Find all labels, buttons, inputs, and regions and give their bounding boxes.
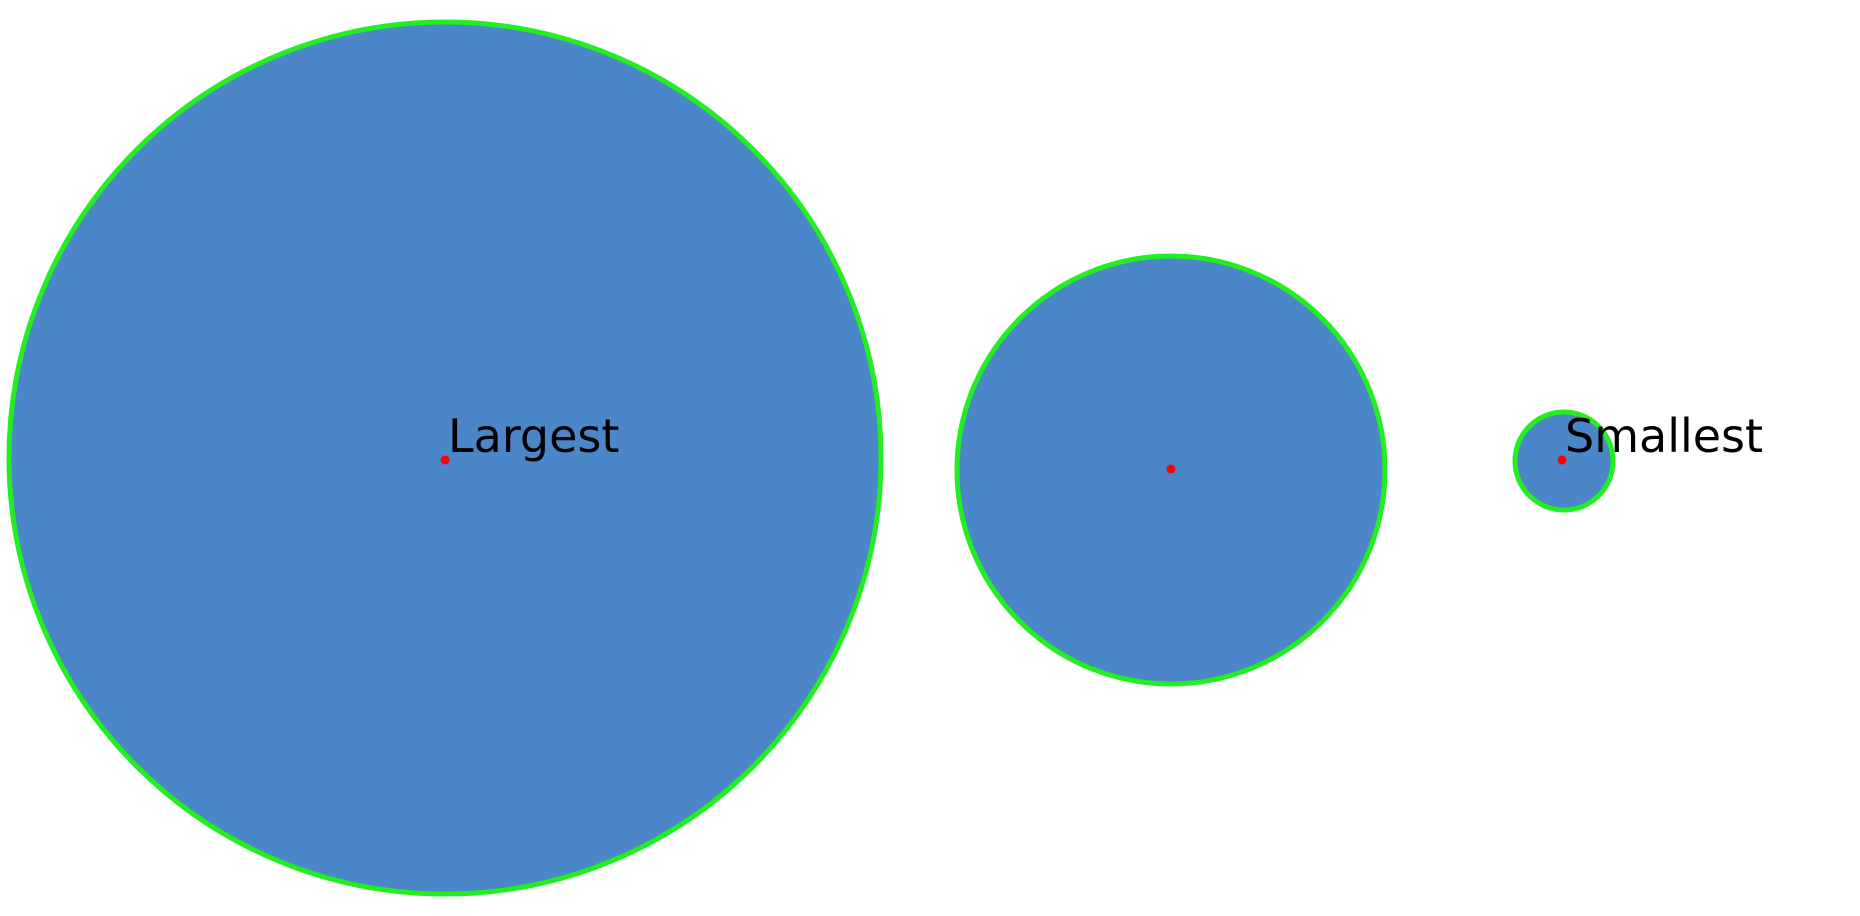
smallest-label: Smallest bbox=[1565, 409, 1763, 463]
medium-circle-group bbox=[954, 253, 1388, 687]
largest-circle-center-dot bbox=[440, 455, 450, 465]
largest-circle-group: Largest bbox=[6, 19, 884, 897]
smallest-circle-group: Smallest bbox=[1512, 409, 1763, 513]
largest-label: Largest bbox=[448, 409, 619, 463]
smallest-circle-center-dot bbox=[1557, 455, 1567, 465]
medium-circle-center-dot bbox=[1166, 464, 1176, 474]
